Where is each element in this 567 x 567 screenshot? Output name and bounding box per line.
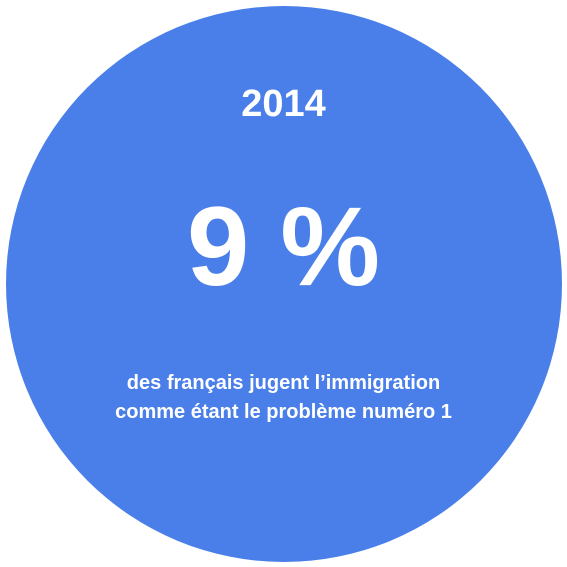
stat-year: 2014 <box>241 83 326 125</box>
stat-caption: des français jugent l’immigration comme … <box>0 369 567 427</box>
stat-value: 9 % <box>187 184 380 309</box>
stat-circle <box>6 6 562 562</box>
stat-caption-line-2: comme étant le problème numéro 1 <box>115 401 452 423</box>
stat-caption-line-1: des français jugent l’immigration <box>126 372 441 394</box>
